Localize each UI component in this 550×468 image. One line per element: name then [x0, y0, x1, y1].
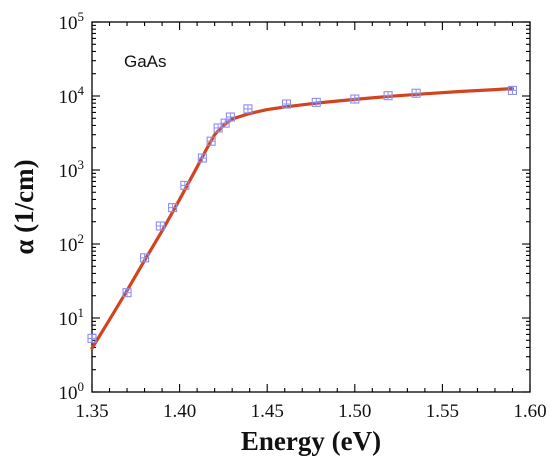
fit-curve	[90, 86, 515, 350]
data-point	[206, 136, 216, 146]
data-point	[281, 99, 292, 109]
data-point	[383, 91, 393, 101]
data-point	[507, 85, 518, 95]
data-point	[180, 180, 190, 190]
data-point	[155, 221, 165, 231]
data-point	[311, 97, 321, 107]
data-point	[140, 253, 150, 263]
data-point	[213, 123, 223, 133]
y-axis-title: α (1/cm)	[9, 159, 39, 254]
axes: 1.35 1.40 1.45 1.50 1.55 1.60 100 101 102 103 104 1…	[59, 9, 547, 422]
y-tick-label: 104	[59, 83, 85, 108]
data-point	[350, 94, 360, 104]
x-axis-title: Energy (eV)	[241, 426, 381, 456]
y-tick-label: 103	[59, 157, 85, 182]
x-tick-label: 1.55	[426, 401, 459, 422]
data-point	[122, 288, 132, 298]
fit-curve-layer	[90, 86, 515, 350]
x-tick-label: 1.35	[75, 401, 108, 422]
y-tick-label: 100	[59, 379, 85, 404]
data-point	[168, 203, 178, 213]
data-point	[243, 104, 253, 114]
material-annotation: GaAs	[124, 52, 167, 71]
data-markers-layer	[87, 85, 518, 343]
data-point	[411, 88, 421, 98]
x-tick-label: 1.60	[513, 401, 546, 422]
y-tick-label: 102	[59, 231, 85, 256]
data-point	[220, 118, 230, 128]
x-tick-label: 1.40	[163, 401, 196, 422]
data-point	[87, 333, 97, 343]
x-tick-label: 1.45	[251, 401, 284, 422]
y-tick-label: 105	[59, 9, 85, 34]
data-point	[225, 112, 235, 122]
plot-frame	[91, 21, 531, 393]
x-tick-label: 1.50	[338, 401, 371, 422]
data-point	[197, 153, 207, 163]
y-tick-label: 101	[59, 305, 85, 330]
